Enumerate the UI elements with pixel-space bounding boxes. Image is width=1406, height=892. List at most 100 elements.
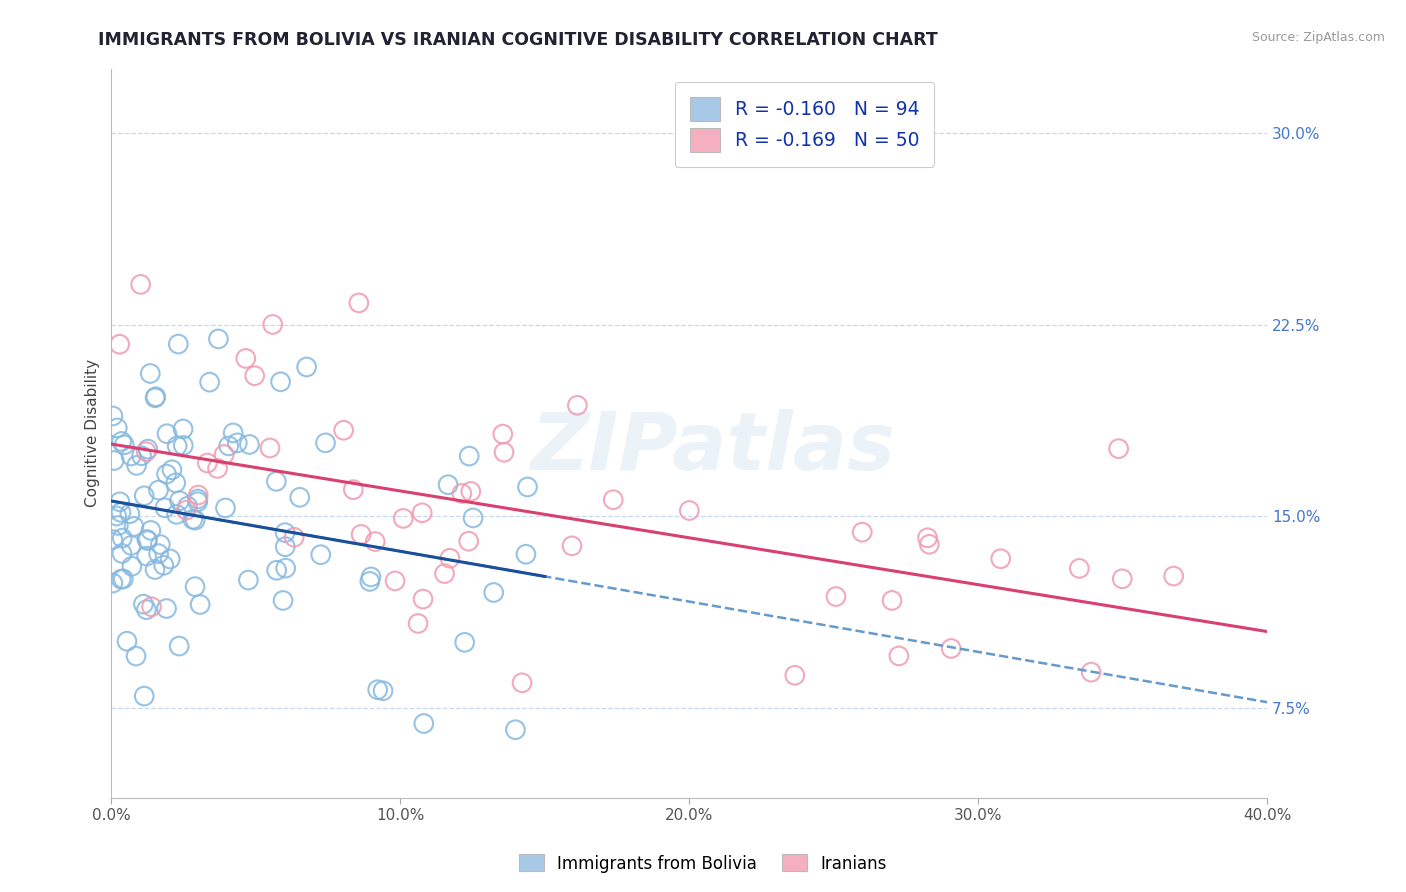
Point — [1163, 569, 1185, 583]
Point — [266, 475, 288, 489]
Point — [149, 537, 172, 551]
Point — [825, 590, 848, 604]
Point — [602, 492, 624, 507]
Point — [101, 533, 124, 547]
Point — [214, 500, 236, 515]
Legend: R = -0.160   N = 94, R = -0.169   N = 50: R = -0.160 N = 94, R = -0.169 N = 50 — [675, 81, 935, 167]
Point — [187, 488, 209, 502]
Point — [243, 368, 266, 383]
Point — [184, 580, 207, 594]
Point — [222, 425, 245, 440]
Point — [165, 475, 187, 490]
Point — [207, 461, 229, 475]
Point — [176, 500, 198, 514]
Point — [457, 534, 479, 549]
Point — [460, 484, 482, 499]
Point — [274, 561, 297, 575]
Point — [384, 574, 406, 588]
Point — [1069, 561, 1091, 575]
Point — [135, 444, 157, 458]
Y-axis label: Cognitive Disability: Cognitive Disability — [86, 359, 100, 508]
Point — [166, 508, 188, 522]
Point — [516, 480, 538, 494]
Point — [136, 442, 159, 456]
Point — [939, 641, 962, 656]
Point — [172, 422, 194, 436]
Point — [567, 398, 589, 412]
Point — [880, 593, 903, 607]
Point — [134, 489, 156, 503]
Point — [136, 533, 159, 548]
Point — [125, 458, 148, 473]
Point — [166, 439, 188, 453]
Point — [107, 518, 129, 533]
Point — [1108, 442, 1130, 456]
Point — [120, 449, 142, 463]
Point — [918, 537, 941, 551]
Point — [148, 547, 170, 561]
Point — [155, 467, 177, 481]
Point — [437, 477, 460, 491]
Point — [288, 491, 311, 505]
Point — [167, 337, 190, 351]
Point — [367, 682, 389, 697]
Text: Source: ZipAtlas.com: Source: ZipAtlas.com — [1251, 31, 1385, 45]
Point — [450, 486, 472, 500]
Point — [238, 573, 260, 587]
Point — [270, 375, 292, 389]
Point — [184, 513, 207, 527]
Point — [181, 512, 204, 526]
Legend: Immigrants from Bolivia, Iranians: Immigrants from Bolivia, Iranians — [512, 847, 894, 880]
Point — [135, 549, 157, 563]
Point — [1111, 572, 1133, 586]
Point — [510, 675, 533, 690]
Point — [187, 494, 209, 508]
Point — [121, 559, 143, 574]
Text: IMMIGRANTS FROM BOLIVIA VS IRANIAN COGNITIVE DISABILITY CORRELATION CHART: IMMIGRANTS FROM BOLIVIA VS IRANIAN COGNI… — [98, 31, 938, 49]
Point — [1080, 665, 1102, 679]
Point — [122, 519, 145, 533]
Point — [115, 634, 138, 648]
Point — [118, 507, 141, 521]
Text: ZIPatlas: ZIPatlas — [530, 409, 896, 487]
Point — [136, 533, 159, 547]
Point — [134, 689, 156, 703]
Point — [412, 592, 434, 607]
Point — [360, 570, 382, 584]
Point — [101, 576, 124, 591]
Point — [259, 441, 281, 455]
Point — [887, 648, 910, 663]
Point — [143, 562, 166, 576]
Point — [411, 506, 433, 520]
Point — [152, 558, 174, 573]
Point — [172, 438, 194, 452]
Point — [218, 439, 240, 453]
Point — [111, 531, 134, 545]
Point — [125, 649, 148, 664]
Point — [159, 552, 181, 566]
Point — [176, 503, 198, 517]
Point — [135, 602, 157, 616]
Point — [108, 495, 131, 509]
Point — [132, 597, 155, 611]
Point — [129, 277, 152, 292]
Point — [454, 635, 477, 649]
Point — [482, 585, 505, 599]
Point — [347, 296, 370, 310]
Point — [195, 456, 218, 470]
Point — [412, 716, 434, 731]
Point — [364, 534, 387, 549]
Point — [110, 505, 132, 519]
Point — [155, 601, 177, 615]
Point — [283, 530, 305, 544]
Point — [143, 391, 166, 405]
Point — [235, 351, 257, 366]
Point — [167, 639, 190, 653]
Point — [110, 434, 132, 449]
Point — [505, 723, 527, 737]
Point — [105, 508, 128, 523]
Point — [188, 598, 211, 612]
Point — [678, 503, 700, 517]
Point — [169, 493, 191, 508]
Point — [139, 367, 162, 381]
